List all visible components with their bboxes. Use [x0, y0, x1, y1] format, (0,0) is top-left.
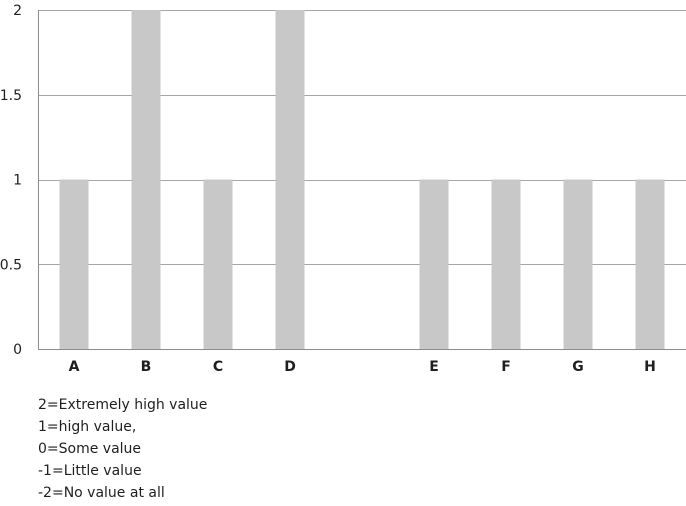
bar-G	[563, 179, 593, 349]
bar-B	[131, 10, 161, 349]
note-line: -2=No value at all	[38, 485, 165, 501]
x-tick-label: A	[69, 359, 80, 375]
bar-chart: 0 0.5 1 1.5 2 A B C D E F G H	[0, 3, 686, 375]
x-tick-label: E	[429, 359, 439, 375]
bar-C	[203, 179, 233, 349]
note-line: 2=Extremely high value	[38, 397, 208, 413]
y-tick-label: 1.5	[0, 88, 22, 104]
y-tick-label: 2	[13, 3, 22, 19]
y-tick-label: 0	[13, 342, 22, 358]
x-tick-label: G	[572, 359, 584, 375]
note-line: -1=Little value	[38, 463, 142, 479]
y-tick-label: 0.5	[0, 257, 22, 273]
note-line: 0=Some value	[38, 441, 142, 457]
bar-A	[59, 179, 89, 349]
x-tick-label: H	[644, 359, 656, 375]
x-tick-label: D	[284, 359, 296, 375]
bar-D	[275, 10, 305, 349]
x-tick-label: B	[141, 359, 152, 375]
axes	[38, 10, 686, 350]
y-tick-labels: 0 0.5 1 1.5 2	[0, 3, 22, 358]
bar-H	[635, 179, 665, 349]
y-tick-label: 1	[13, 173, 22, 189]
value-scale-notes: 2=Extremely high value 1=high value, 0=S…	[38, 394, 207, 504]
bar-F	[491, 179, 521, 349]
bars	[59, 10, 665, 349]
bar-E	[419, 179, 449, 349]
x-tick-label: F	[501, 359, 511, 375]
note-line: 1=high value,	[38, 419, 137, 435]
x-tick-labels: A B C D E F G H	[69, 359, 656, 375]
x-tick-label: C	[213, 359, 223, 375]
